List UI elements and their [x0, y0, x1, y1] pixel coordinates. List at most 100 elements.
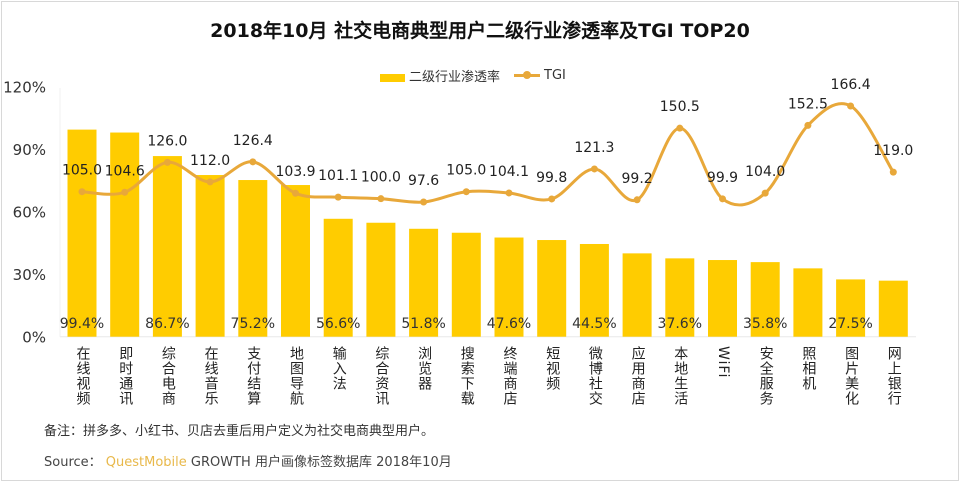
y-tick-label: 0%: [22, 329, 46, 347]
source-text: GROWTH 用户画像标签数据库 2018年10月: [190, 455, 452, 470]
tgi-value-label: 126.0: [147, 133, 187, 149]
line-swatch-icon: [514, 71, 541, 79]
tgi-point: [420, 198, 428, 206]
tgi-value-label: 99.8: [536, 170, 567, 186]
tgi-point: [121, 188, 129, 196]
bar-value-label: 86.7%: [145, 316, 189, 332]
bar-value-label: 27.5%: [828, 316, 872, 332]
tgi-value-label: 112.0: [190, 153, 230, 169]
bar-在线音乐: [195, 175, 225, 337]
bar-应用商店: [622, 253, 652, 337]
x-tick-label: 在线视频: [74, 346, 91, 406]
x-tick-label: 在线音乐: [202, 346, 219, 406]
tgi-value-label: 100.0: [361, 170, 401, 186]
y-tick-label: 120%: [3, 79, 46, 97]
tgi-point: [847, 102, 855, 110]
tgi-point: [804, 121, 812, 129]
bar-安全服务: [750, 262, 780, 337]
x-tick-label: 微博社交: [586, 346, 603, 406]
bar-综合电商: [152, 156, 182, 337]
tgi-value-label: 150.5: [660, 99, 700, 115]
tgi-point: [163, 158, 171, 166]
y-tick-label: 30%: [13, 266, 46, 284]
x-tick-label: 输入法: [330, 346, 347, 391]
bar-图片美化: [836, 279, 866, 337]
bar-照相机: [793, 268, 823, 337]
tgi-point: [462, 188, 470, 196]
bar-value-label: 47.6%: [487, 316, 531, 332]
tgi-value-label: 104.6: [105, 163, 145, 179]
tgi-value-label: 105.0: [62, 163, 102, 179]
x-tick-label: 应用商店: [629, 346, 646, 406]
tgi-point: [249, 158, 257, 166]
source-brand: QuestMobile: [105, 455, 187, 470]
bar-value-label: 75.2%: [231, 316, 275, 332]
x-tick-label: 搜索下载: [458, 346, 475, 406]
bar-swatch-icon: [380, 73, 405, 82]
x-tick-label: 安全服务: [757, 346, 774, 406]
tgi-point: [676, 124, 684, 132]
bar-综合资讯: [366, 222, 396, 337]
tgi-value-label: 105.0: [446, 163, 486, 179]
legend: 二级行业渗透率 TGI: [380, 66, 566, 85]
bar-微博社交: [579, 243, 609, 337]
y-tick-label: 60%: [13, 204, 46, 222]
x-tick-label: 短视频: [544, 346, 561, 391]
x-tick-label: 综合资讯: [373, 346, 390, 406]
legend-label: TGI: [544, 68, 566, 83]
footnote: 备注：拼多多、小红书、贝店去重后用户定义为社交电商典型用户。: [44, 424, 435, 439]
x-tick-label: WiFi: [715, 346, 731, 379]
bar-value-label: 99.4%: [60, 316, 104, 332]
bar-输入法: [323, 218, 353, 337]
tgi-point: [719, 195, 726, 203]
tgi-value-label: 99.9: [707, 170, 738, 186]
bar-即时通讯: [110, 132, 140, 337]
tgi-point: [505, 189, 513, 197]
tgi-value-label: 99.2: [622, 171, 653, 187]
bar-在线视频: [67, 129, 97, 337]
tgi-value-label: 97.6: [408, 173, 439, 189]
bar-本地生活: [665, 258, 695, 337]
x-tick-label: 照相机: [800, 346, 817, 391]
legend-item-penetration: 二级行业渗透率: [380, 66, 500, 85]
tgi-value-label: 126.4: [233, 133, 273, 149]
tgi-point: [206, 178, 214, 186]
source-line: Source： QuestMobile GROWTH 用户画像标签数据库 201…: [44, 451, 452, 470]
x-tick-label: 地图导航: [288, 346, 304, 406]
x-tick-label: 支付结算: [245, 346, 262, 406]
tgi-value-label: 152.5: [788, 96, 828, 112]
legend-item-tgi: TGI: [514, 68, 566, 83]
bar-终端商店: [494, 237, 524, 337]
tgi-point: [292, 189, 299, 197]
x-tick-label: 网上银行: [885, 346, 902, 406]
tgi-value-label: 121.3: [574, 140, 614, 156]
tgi-value-label: 166.4: [831, 77, 871, 93]
tgi-point: [78, 188, 86, 196]
tgi-point: [761, 189, 769, 197]
bar-短视频: [537, 240, 567, 337]
bar-value-label: 44.5%: [572, 316, 616, 332]
tgi-point: [633, 196, 641, 204]
tgi-value-label: 119.0: [873, 143, 913, 159]
x-tick-label: 即时通讯: [117, 346, 134, 406]
x-tick-label: 本地生活: [672, 346, 689, 406]
tgi-point: [377, 195, 385, 203]
tgi-value-label: 101.1: [318, 168, 358, 184]
bar-WiFi: [708, 260, 737, 337]
tgi-value-label: 104.0: [745, 164, 785, 180]
source-prefix: Source：: [44, 455, 102, 470]
x-tick-label: 综合电商: [159, 346, 176, 406]
bar-搜索下载: [451, 232, 481, 337]
y-tick-label: 90%: [13, 141, 46, 159]
tgi-point: [548, 195, 556, 203]
x-tick-label: 浏览器: [416, 346, 433, 391]
tgi-point: [334, 193, 342, 201]
legend-label: 二级行业渗透率: [409, 70, 501, 85]
tgi-point: [889, 168, 897, 176]
chart-title: 2018年10月 社交电商典型用户二级行业渗透率及TGI TOP20: [210, 20, 750, 42]
bar-value-label: 51.8%: [401, 316, 445, 332]
bar-value-label: 35.8%: [743, 316, 787, 332]
bar-网上银行: [878, 280, 908, 337]
